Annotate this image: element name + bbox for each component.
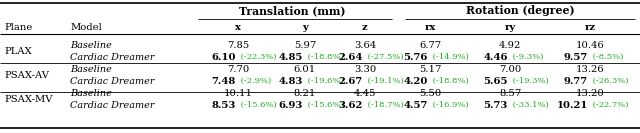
Text: 4.83: 4.83 — [278, 76, 303, 86]
Text: 10.21: 10.21 — [557, 101, 588, 109]
Text: 4.45: 4.45 — [354, 90, 376, 99]
Text: 13.26: 13.26 — [576, 65, 604, 74]
Text: PLAX: PLAX — [4, 47, 32, 56]
Text: (-9.3%): (-9.3%) — [510, 53, 543, 61]
Text: 6.10: 6.10 — [211, 53, 236, 61]
Text: rx: rx — [424, 22, 436, 32]
Text: 4.57: 4.57 — [404, 101, 428, 109]
Text: (-26.3%): (-26.3%) — [590, 77, 628, 85]
Text: (-2.9%): (-2.9%) — [238, 77, 271, 85]
Text: 5.76: 5.76 — [404, 53, 428, 61]
Text: PSAX-MV: PSAX-MV — [4, 95, 52, 104]
Text: 4.92: 4.92 — [499, 41, 521, 51]
Text: 3.30: 3.30 — [354, 65, 376, 74]
Text: Baseline: Baseline — [70, 41, 112, 51]
Text: 7.48: 7.48 — [212, 76, 236, 86]
Text: 9.77: 9.77 — [564, 76, 588, 86]
Text: 10.11: 10.11 — [223, 90, 253, 99]
Text: (-33.1%): (-33.1%) — [510, 101, 548, 109]
Text: x: x — [235, 22, 241, 32]
Text: 3.64: 3.64 — [354, 41, 376, 51]
Text: 9.57: 9.57 — [564, 53, 588, 61]
Text: 4.85: 4.85 — [278, 53, 303, 61]
Text: (-19.6%): (-19.6%) — [305, 77, 344, 85]
Text: 5.65: 5.65 — [483, 76, 508, 86]
Text: 7.00: 7.00 — [499, 65, 521, 74]
Text: (-15.6%): (-15.6%) — [238, 101, 276, 109]
Text: 2.64: 2.64 — [339, 53, 363, 61]
Text: (-18.7%): (-18.7%) — [365, 101, 404, 109]
Text: Translation (mm): Translation (mm) — [239, 5, 346, 16]
Text: Baseline: Baseline — [70, 90, 112, 99]
Text: 4.46: 4.46 — [483, 53, 508, 61]
Text: Model: Model — [70, 22, 102, 32]
Text: (-22.3%): (-22.3%) — [238, 53, 276, 61]
Text: 5.17: 5.17 — [419, 65, 441, 74]
Text: 7.70: 7.70 — [227, 65, 249, 74]
Text: 8.21: 8.21 — [294, 90, 316, 99]
Text: PSAX-AV: PSAX-AV — [4, 71, 49, 80]
Text: z: z — [362, 22, 368, 32]
Text: 6.01: 6.01 — [294, 65, 316, 74]
Text: 5.73: 5.73 — [484, 101, 508, 109]
Text: (-22.7%): (-22.7%) — [590, 101, 628, 109]
Text: Baseline: Baseline — [70, 65, 112, 74]
Text: 3.62: 3.62 — [339, 101, 363, 109]
Text: (-15.6%): (-15.6%) — [305, 101, 344, 109]
Text: (-14.9%): (-14.9%) — [430, 53, 469, 61]
Text: 2.67: 2.67 — [339, 76, 363, 86]
Text: Cardiac Dreamer: Cardiac Dreamer — [70, 53, 154, 61]
Text: (-8.5%): (-8.5%) — [590, 53, 623, 61]
Text: (-27.5%): (-27.5%) — [365, 53, 404, 61]
Text: 8.57: 8.57 — [499, 90, 521, 99]
Text: 10.46: 10.46 — [575, 41, 604, 51]
Text: 4.20: 4.20 — [404, 76, 428, 86]
Text: 7.85: 7.85 — [227, 41, 249, 51]
Text: rz: rz — [584, 22, 596, 32]
Text: Plane: Plane — [4, 22, 33, 32]
Text: Cardiac Dreamer: Cardiac Dreamer — [70, 101, 154, 109]
Text: Cardiac Dreamer: Cardiac Dreamer — [70, 76, 154, 86]
Text: 6.77: 6.77 — [419, 41, 441, 51]
Text: (-18.8%): (-18.8%) — [430, 77, 468, 85]
Text: (-19.1%): (-19.1%) — [365, 77, 404, 85]
Text: 5.50: 5.50 — [419, 90, 441, 99]
Text: (-16.9%): (-16.9%) — [430, 101, 468, 109]
Text: 13.20: 13.20 — [575, 90, 604, 99]
Text: 8.53: 8.53 — [212, 101, 236, 109]
Text: ry: ry — [504, 22, 516, 32]
Text: 5.97: 5.97 — [294, 41, 316, 51]
Text: Rotation (degree): Rotation (degree) — [466, 5, 574, 16]
Text: y: y — [302, 22, 308, 32]
Text: (-18.8%): (-18.8%) — [305, 53, 344, 61]
Text: 6.93: 6.93 — [278, 101, 303, 109]
Text: (-19.3%): (-19.3%) — [510, 77, 548, 85]
